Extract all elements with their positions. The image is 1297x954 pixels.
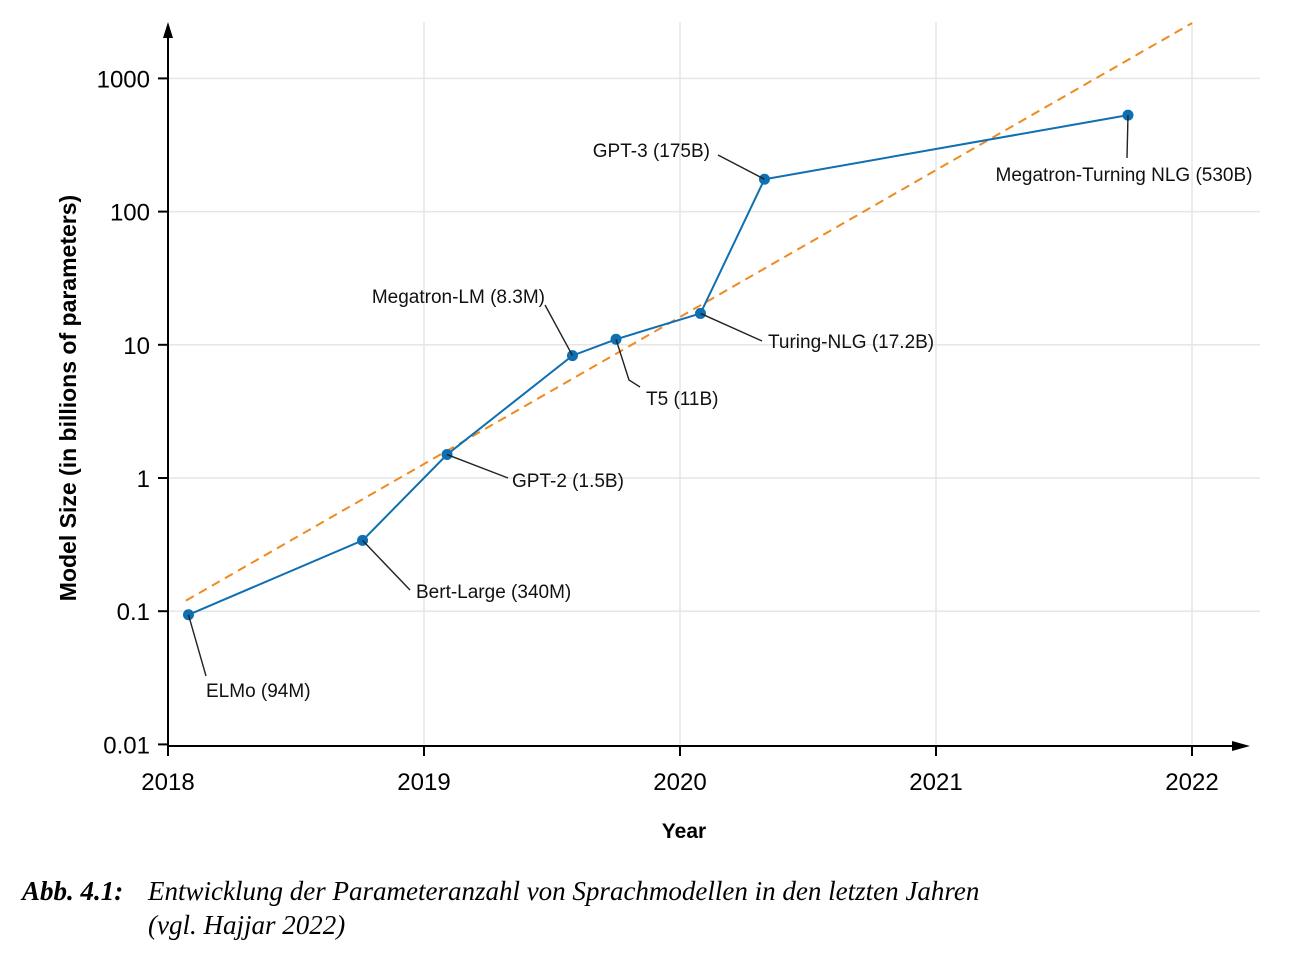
y-tick-label: 0.01 xyxy=(103,732,150,759)
x-tick-label: 2021 xyxy=(909,769,962,796)
trendline-segment xyxy=(185,22,1193,602)
annotation-leader xyxy=(187,614,207,677)
y-tick-label: 10 xyxy=(123,333,150,360)
annotation-leader xyxy=(362,539,411,591)
annotation-label: Turing-NLG (17.2B) xyxy=(768,332,934,353)
caption-label: Abb. 4.1: xyxy=(22,876,124,906)
y-axis-arrow xyxy=(163,22,173,38)
caption-line-2: (vgl. Hajjar 2022) xyxy=(148,910,346,940)
y-tick-label: 100 xyxy=(110,200,150,227)
annotation-leader xyxy=(1126,115,1129,159)
x-tick-label: 2020 xyxy=(653,769,706,796)
caption-text: Entwicklung der Parameteranzahl von Spra… xyxy=(148,876,980,906)
y-tick-label: 1 xyxy=(137,466,150,493)
series-line xyxy=(188,114,1129,616)
x-tick-label: 2022 xyxy=(1165,769,1218,796)
annotation-label: T5 (11B) xyxy=(646,389,719,410)
x-tick-label: 2019 xyxy=(397,769,450,796)
annotation-label: GPT-3 (175B) xyxy=(593,141,710,162)
y-axis-label: Model Size (in billions of parameters) xyxy=(55,195,81,601)
annotation-label: GPT-2 (1.5B) xyxy=(512,471,624,492)
annotation-label: ELMo (94M) xyxy=(206,681,311,702)
figure-caption: Abb. 4.1: Entwicklung der Parameteranzahl… xyxy=(22,874,979,942)
annotation-label: Bert-Large (340M) xyxy=(416,582,571,603)
annotation-label: Megatron-Turning NLG (530B) xyxy=(996,165,1253,186)
trendline xyxy=(185,22,1193,602)
chart: 2018 2019 2020 2021 2022 0.01 0.1 1 10 100 1000 EL… xyxy=(55,22,1260,843)
y-tick-label: 0.1 xyxy=(117,599,150,626)
series xyxy=(182,109,1134,621)
caption-line-1: Abb. 4.1: Entwicklung der Parameteranzahl… xyxy=(22,874,979,908)
annotation-leader xyxy=(446,453,509,479)
axes xyxy=(163,22,1250,751)
ticks: 2018 2019 2020 2021 2022 0.01 0.1 1 10 100 1000 xyxy=(97,66,1219,796)
x-axis-label: Year xyxy=(662,820,706,843)
annotation-leader xyxy=(717,154,765,180)
x-tick-label: 2018 xyxy=(141,769,194,796)
annotation-leader xyxy=(544,304,574,356)
grid xyxy=(168,22,1260,746)
annotation-leader xyxy=(700,312,763,342)
annotation-label: Megatron-LM (8.3M) xyxy=(372,287,545,308)
x-axis-arrow xyxy=(1232,741,1250,751)
y-tick-label: 1000 xyxy=(97,66,150,93)
annotations: ELMo (94M) Bert-Large (340M) GPT-2 (1.5B) M… xyxy=(187,115,1253,702)
annotation-leader xyxy=(615,339,641,388)
